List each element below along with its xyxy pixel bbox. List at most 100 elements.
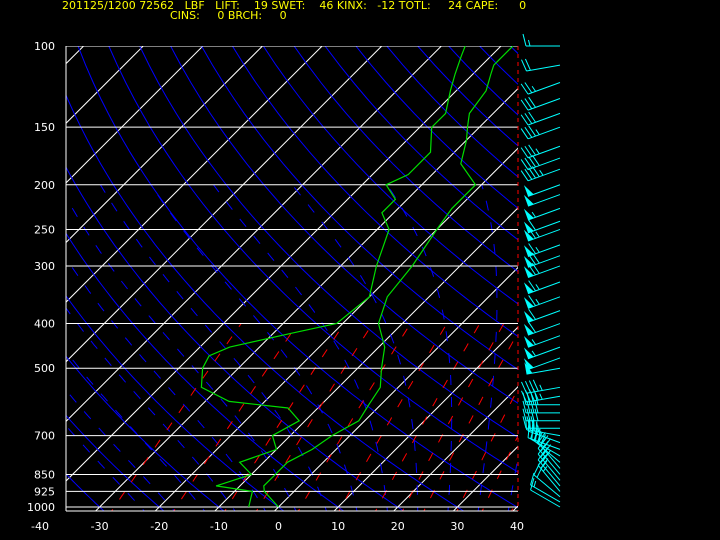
wind-barb-flag	[521, 381, 527, 394]
wind-barb-flag	[532, 379, 539, 392]
dry-adiabat-line	[231, 46, 518, 338]
wind-barb	[520, 125, 561, 140]
wind-barb	[523, 280, 561, 295]
wind-barb-flag	[539, 434, 546, 446]
wind-barb-flag	[524, 82, 533, 94]
pressure-tick-label: 850	[34, 468, 55, 481]
wind-barb-shaft	[527, 310, 561, 323]
wind-barb-shaft	[526, 367, 561, 375]
dry-adiabat-line	[66, 232, 345, 511]
wind-barb-shaft	[527, 357, 561, 371]
wind-barb	[522, 33, 560, 47]
dry-adiabat-line	[550, 25, 720, 517]
wind-barb	[523, 184, 561, 197]
wind-barb	[525, 417, 561, 437]
wind-barb	[520, 96, 561, 111]
dry-adiabat-line	[386, 46, 518, 178]
isotherm-line	[66, 46, 502, 482]
wind-barb-shaft	[527, 265, 561, 279]
background-lines	[66, 25, 720, 517]
isotherm-line	[66, 46, 383, 363]
wind-barb	[523, 219, 561, 234]
dry-adiabat-line	[66, 355, 225, 511]
wind-barb-flag	[534, 400, 539, 414]
plot-frame	[65, 46, 519, 512]
pressure-axis: 100 150 200 250 300 400 500 700 850 925 1000	[27, 40, 55, 514]
header-indices-line1: 201125/1200 72562 LBF LIFT: 19 SWET: 46 …	[62, 0, 527, 12]
wind-barb	[523, 194, 561, 207]
pressure-tick-label: 500	[34, 362, 55, 375]
wind-barb-shaft	[530, 484, 561, 503]
wind-barb-pennant	[523, 347, 534, 359]
pressure-tick-label: 400	[34, 318, 55, 331]
wind-barb-flag	[524, 113, 533, 124]
dry-adiabat-line	[66, 166, 405, 511]
dry-adiabat-line	[139, 46, 518, 438]
wind-barb-shaft	[527, 346, 561, 360]
mixing-ratio-line	[481, 434, 518, 511]
wind-barb-shaft	[537, 448, 561, 475]
wind-barb-flag	[522, 400, 527, 414]
wind-barb	[523, 346, 561, 360]
wind-barb-shaft	[527, 126, 561, 140]
pressure-tick-label: 700	[34, 430, 55, 443]
wind-barb-half-flag	[528, 39, 531, 47]
wind-barb-shaft	[530, 489, 561, 508]
wind-barb-flag	[530, 472, 535, 486]
wind-barb	[520, 82, 561, 95]
wind-barb-pennant	[523, 297, 534, 309]
dry-adiabat-line	[66, 295, 285, 511]
wind-barb-shaft	[527, 335, 561, 348]
dewpoint-profile-line	[200, 46, 466, 508]
wind-barb-flag	[521, 390, 527, 403]
wind-barb-shaft	[527, 184, 561, 197]
dry-adiabat-line	[520, 25, 720, 517]
wind-barb-half-flag	[542, 460, 548, 467]
wind-barb-flag	[524, 58, 531, 71]
mixing-ratio-line	[511, 495, 518, 511]
wind-barb	[530, 477, 561, 508]
moist-adiabat-line	[66, 389, 176, 511]
wind-barb-flag	[524, 98, 533, 110]
wind-barb-pennant	[523, 336, 534, 348]
dry-adiabat-line	[478, 46, 518, 85]
wind-barb	[522, 400, 560, 414]
wind-barb-flag	[542, 450, 551, 461]
temperature-tick-label: -40	[31, 520, 49, 533]
dry-adiabat-line	[77, 46, 518, 509]
moist-adiabat-line	[213, 184, 388, 511]
mixing-ratio-line	[173, 323, 299, 511]
wind-barb-shaft	[530, 438, 561, 457]
temperature-tick-label: 30	[450, 520, 464, 533]
wind-barb-half-flag	[542, 466, 548, 472]
mixing-ratio-line	[423, 331, 518, 511]
isotherm-line	[452, 445, 518, 511]
wind-barb-half-flag	[535, 246, 540, 253]
wind-barb-half-flag	[539, 384, 543, 391]
wind-barb-shaft	[526, 64, 561, 72]
wind-barb-shaft	[527, 437, 561, 450]
wind-barb-flag	[528, 295, 536, 306]
wind-barb-flag	[540, 458, 549, 469]
moist-adiabat-line	[99, 184, 328, 511]
wind-barb-flag	[526, 400, 531, 414]
moist-adiabat-line	[66, 307, 236, 511]
wind-barb-pennant	[523, 266, 534, 278]
wind-barb	[523, 295, 561, 309]
temperature-tick-label: 10	[331, 520, 345, 533]
wind-barb-shaft	[537, 453, 561, 481]
wind-barb-half-flag	[535, 129, 540, 135]
isotherm-line	[66, 46, 264, 244]
wind-barb-pennant	[523, 185, 534, 197]
wind-barb-flag	[526, 408, 531, 421]
wind-barb-pennant	[523, 229, 534, 242]
wind-barb-flag	[524, 126, 533, 138]
isotherm-line	[66, 46, 144, 124]
mixing-ratio-line	[456, 387, 518, 511]
wind-barb-shaft	[527, 296, 561, 309]
wind-barb-shaft	[527, 430, 561, 444]
dry-adiabat-line	[66, 473, 105, 511]
wind-barb-flag	[520, 128, 529, 140]
mixing-ratio-line	[375, 323, 481, 511]
